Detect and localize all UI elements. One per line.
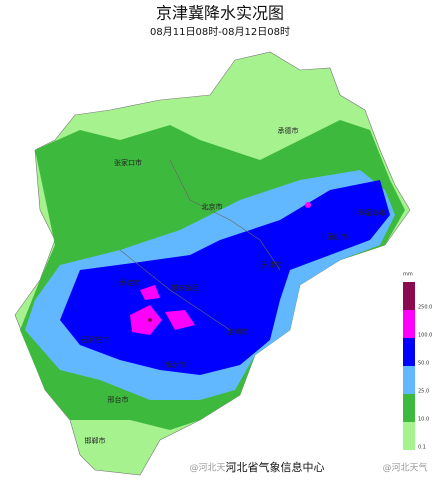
- legend-label: 10.0: [418, 417, 429, 423]
- watermark: @河北天气: [382, 462, 427, 474]
- city-label: 沧州市: [228, 327, 249, 336]
- city-label: 秦皇岛市: [358, 208, 386, 217]
- subtitle: 08月11日08时-08月12日08时: [150, 26, 290, 38]
- precip-map: [14, 51, 411, 476]
- legend-swatch: [403, 282, 415, 310]
- city-label: 承德市: [278, 126, 299, 135]
- watermark: @河北天气: [189, 462, 234, 474]
- city-label: 雄安新区: [171, 283, 199, 292]
- legend-label: 50.0: [418, 361, 429, 367]
- legend-swatch: [403, 366, 415, 394]
- city-labels: 承德市 张家口市 北京市 秦皇岛市 唐山市 天津市 保定市 雄安新区 沧州市 石…: [81, 126, 386, 445]
- city-label: 邢台市: [108, 395, 129, 404]
- legend-swatch: [403, 422, 415, 450]
- legend-label: 250.0: [418, 305, 432, 311]
- city-label: 天津市: [262, 260, 283, 269]
- city-label: 邯郸市: [85, 436, 106, 445]
- legend: mm 250.0 100.0 50.0 25.0 10.0 0.1: [403, 272, 432, 451]
- legend-label: 0.1: [418, 445, 426, 451]
- city-label: 衡水市: [165, 360, 186, 369]
- city-label: 唐山市: [327, 232, 348, 241]
- city-label: 保定市: [120, 278, 141, 287]
- legend-label: 25.0: [418, 389, 429, 395]
- legend-swatch: [403, 310, 415, 338]
- source: 河北省气象信息中心: [226, 460, 325, 474]
- legend-label: 100.0: [418, 333, 432, 339]
- city-label: 北京市: [202, 202, 223, 211]
- legend-swatch: [403, 338, 415, 366]
- legend-swatch: [403, 394, 415, 422]
- legend-unit: mm: [403, 272, 413, 278]
- city-label: 石家庄市: [81, 335, 109, 344]
- city-label: 张家口市: [114, 158, 142, 167]
- title: 京津冀降水实况图: [156, 4, 284, 23]
